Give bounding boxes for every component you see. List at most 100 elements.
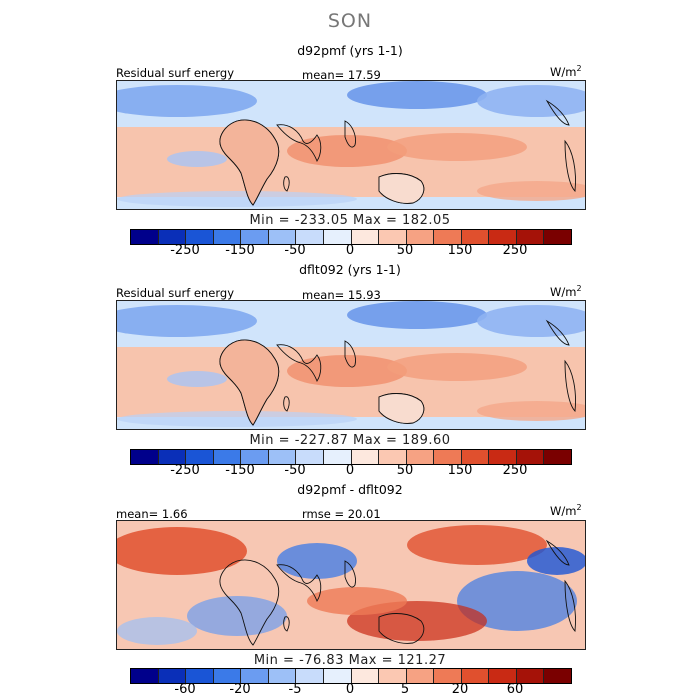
colorbar-cell <box>186 450 214 464</box>
colorbar-cell <box>489 230 517 244</box>
colorbar-cell <box>406 450 435 464</box>
field-region <box>287 355 407 387</box>
field-region <box>187 596 287 636</box>
colorbar-cell <box>516 450 545 464</box>
coastline <box>378 393 425 424</box>
colorbar-cell <box>131 450 159 464</box>
colorbar-cell <box>544 450 571 464</box>
field-region <box>307 587 407 615</box>
coastline <box>283 616 290 632</box>
colorbar-tick-label: 0 <box>345 682 355 697</box>
colorbar-cell <box>296 450 324 464</box>
panel-1-left-label: Residual surf energy <box>116 66 235 80</box>
colorbar-cell <box>379 450 407 464</box>
colorbar-cell <box>213 450 242 464</box>
panel-1-mean-label: mean= 17.59 <box>302 68 381 82</box>
coastline <box>564 579 576 632</box>
colorbar-cell <box>461 669 490 683</box>
panel-3-colorbar <box>130 668 572 684</box>
colorbar-cell <box>241 669 269 683</box>
panel-2-units: W/m2 <box>550 284 582 299</box>
colorbar-tick-label: 5 <box>400 682 410 697</box>
panel-2-mean-label: mean= 15.93 <box>302 288 381 302</box>
colorbar-tick-label: -150 <box>225 243 255 258</box>
colorbar-cell <box>296 230 324 244</box>
coastline <box>564 359 576 412</box>
colorbar-cell <box>213 669 242 683</box>
colorbar-cell <box>434 669 462 683</box>
colorbar-tick-label: 0 <box>345 463 355 478</box>
colorbar-cell <box>351 450 380 464</box>
colorbar-cell <box>323 230 352 244</box>
panel-2-title: dflt092 (yrs 1-1) <box>299 262 401 277</box>
colorbar-cell <box>323 669 352 683</box>
field-region <box>167 371 227 387</box>
colorbar-tick-label: 150 <box>447 243 473 258</box>
colorbar-cell <box>158 669 187 683</box>
field-region <box>477 85 585 117</box>
field-region <box>287 135 407 167</box>
field-region <box>117 617 197 645</box>
panel-1-units: W/m2 <box>550 64 582 79</box>
panel-3-colorbar-ticks: -60 -20 -5 0 5 20 60 <box>130 682 570 698</box>
colorbar-cell <box>379 230 407 244</box>
colorbar-cell <box>516 669 545 683</box>
colorbar-cell <box>268 669 297 683</box>
coastline <box>344 560 356 588</box>
panel-2-colorbar-ticks: -250 -150 -50 0 50 150 250 <box>130 463 570 479</box>
coastline <box>219 119 280 206</box>
colorbar-cell <box>434 230 462 244</box>
colorbar-cell <box>158 450 187 464</box>
colorbar-tick-label: -60 <box>174 682 196 697</box>
colorbar-tick-label: -150 <box>225 463 255 478</box>
colorbar-tick-label: -5 <box>288 682 302 697</box>
field-region <box>527 547 585 575</box>
colorbar-tick-label: 150 <box>447 463 473 478</box>
panel-1-minmax: Min = -233.05 Max = 182.05 <box>249 213 451 228</box>
season-title: SON <box>327 10 373 32</box>
panel-3-mean-label: mean= 1.66 <box>116 507 188 521</box>
colorbar-cell <box>461 450 490 464</box>
coastline <box>545 319 570 346</box>
colorbar-tick-label: 0 <box>345 243 355 258</box>
colorbar-cell <box>406 230 435 244</box>
field-region <box>167 151 227 167</box>
colorbar-cell <box>489 669 517 683</box>
colorbar-cell <box>131 669 159 683</box>
colorbar-tick-label: -250 <box>170 463 200 478</box>
panel-1-title: d92pmf (yrs 1-1) <box>297 43 403 58</box>
colorbar-cell <box>516 230 545 244</box>
colorbar-cell <box>268 450 297 464</box>
colorbar-cell <box>241 450 269 464</box>
panel-3-minmax: Min = -76.83 Max = 121.27 <box>253 653 447 668</box>
colorbar-cell <box>268 230 297 244</box>
panel-2-map <box>116 300 586 430</box>
colorbar-tick-label: -20 <box>229 682 251 697</box>
colorbar-tick-label: -50 <box>284 243 306 258</box>
field-region <box>347 301 487 329</box>
colorbar-tick-label: 20 <box>451 682 469 697</box>
field-region <box>407 525 547 565</box>
coastline <box>545 539 570 566</box>
coastline <box>344 340 356 368</box>
field-region <box>117 527 247 575</box>
colorbar-cell <box>461 230 490 244</box>
panel-2-left-label: Residual surf energy <box>116 286 235 300</box>
panel-3-rmse-label: rmse = 20.01 <box>302 507 381 521</box>
panel-1-colorbar <box>130 229 572 245</box>
colorbar-tick-label: -250 <box>170 243 200 258</box>
field-region <box>387 353 527 381</box>
panel-1-heatmap <box>117 81 585 207</box>
panel-3-heatmap <box>117 525 585 646</box>
colorbar-cell <box>489 450 517 464</box>
field-region <box>347 81 487 109</box>
panel-2-minmax: Min = -227.87 Max = 189.60 <box>249 433 451 448</box>
panel-3-title: d92pmf - dflt092 <box>297 482 403 497</box>
colorbar-cell <box>158 230 187 244</box>
colorbar-cell <box>379 669 407 683</box>
field-region <box>477 401 585 421</box>
colorbar-cell <box>434 450 462 464</box>
field-region <box>477 305 585 337</box>
colorbar-cell <box>131 230 159 244</box>
coastline <box>344 120 356 148</box>
